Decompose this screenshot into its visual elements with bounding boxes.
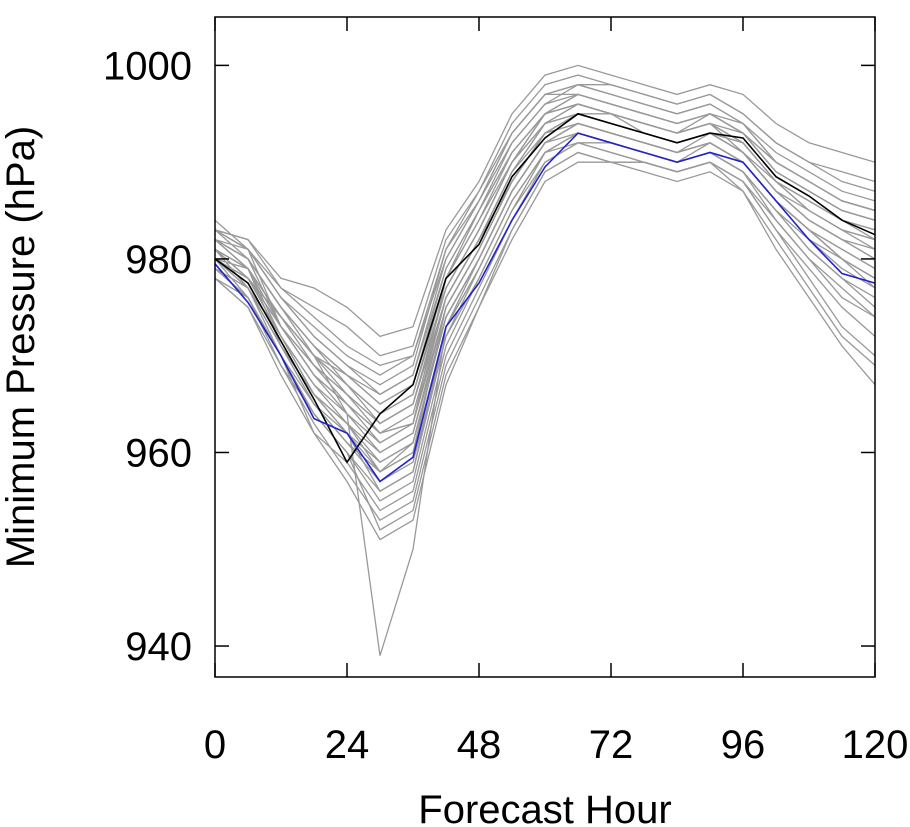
y-axis-ticks: 940 960 980 1000 [103,44,875,669]
ensemble-line-2 [214,93,876,396]
ensemble-line-19 [214,122,876,464]
ensemble-line-28 [214,84,876,367]
ensemble-line-26 [214,151,876,541]
ensemble-line-33 [214,103,876,415]
ensemble-line-21 [214,132,876,473]
y-tick-label: 1000 [103,44,192,88]
x-tick-label: 96 [721,723,766,767]
ensemble-line-15 [214,132,876,493]
x-tick-label: 120 [842,723,909,767]
x-tick-label: 24 [325,723,370,767]
highlight-lines [214,112,876,483]
mean-line [214,112,876,464]
x-axis-title: Forecast Hour [418,788,671,827]
x-tick-label: 48 [457,723,502,767]
control-line [214,132,876,483]
ensemble-line-22 [214,64,876,338]
ensemble-line-24 [214,132,876,473]
y-tick-label: 960 [125,431,192,475]
y-tick-label: 940 [125,625,192,669]
ensemble-line-11 [214,83,876,386]
y-axis-title: Minimum Pressure (hPa) [0,126,43,568]
x-axis-ticks: 0 24 48 72 96 120 [204,17,909,767]
ensemble-line-35 [214,93,876,396]
ensemble-lines [214,64,876,656]
x-tick-label: 72 [589,723,634,767]
ensemble-line-4 [214,113,876,425]
ensemble-line-31 [214,122,876,463]
plot-frame [214,16,876,678]
ensemble-line-6 [214,74,876,357]
y-tick-label: 980 [125,238,192,282]
ensemble-line-29 [214,142,876,493]
ensemble-line-8 [214,103,876,415]
ensemble-line-34 [214,122,876,656]
x-tick-label: 0 [204,723,226,767]
ensemble-line-10 [214,142,876,483]
